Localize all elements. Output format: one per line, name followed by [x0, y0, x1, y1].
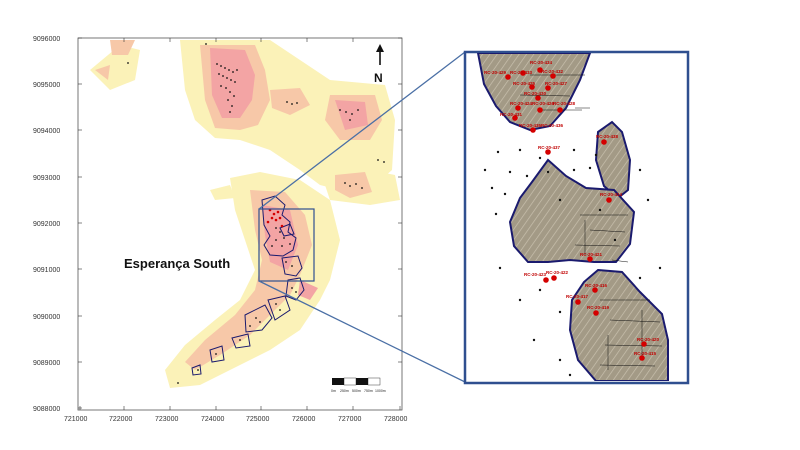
- inset-map: RC-20-434 RC-20-429 RC-20-433 RC-20-432 …: [463, 50, 690, 385]
- y-tick-3: 9093000: [33, 175, 60, 182]
- scale-label-2: 500m: [352, 389, 361, 393]
- x-tick-0: 721000: [64, 416, 87, 423]
- north-label: N: [374, 71, 383, 85]
- inset-collars-2020: [505, 67, 647, 361]
- x-tick-6: 727000: [338, 416, 361, 423]
- map-title: Esperança South: [124, 256, 230, 271]
- hole-label: RC-20-432: [541, 69, 564, 74]
- y-tick-8: 9088000: [33, 406, 60, 413]
- y-tick-4: 9092000: [33, 221, 60, 228]
- y-tick-5: 9091000: [33, 267, 60, 274]
- hole-label: RC-20-435: [519, 123, 542, 128]
- x-tick-3: 724000: [201, 416, 224, 423]
- y-tick-6: 9090000: [33, 314, 60, 321]
- hole-label: RC-20-421: [580, 252, 603, 257]
- inset-hole-labels: RC-20-434 RC-20-429 RC-20-433 RC-20-432 …: [484, 60, 660, 356]
- inset-extent-box: [258, 208, 315, 282]
- inset-collars: [483, 148, 662, 377]
- x-tick-7: 728000: [384, 416, 407, 423]
- hole-label: RC-20-431: [500, 112, 523, 117]
- x-tick-2: 723000: [155, 416, 178, 423]
- hole-label: RC-20-429: [484, 70, 507, 75]
- hole-label: RC-20-437: [538, 145, 561, 150]
- x-tick-4: 725000: [246, 416, 269, 423]
- scale-label-3: 750m: [364, 389, 373, 393]
- scale-label-0: 0m: [331, 389, 336, 393]
- north-arrow: N: [374, 44, 384, 85]
- hole-label: RC-20-419: [587, 305, 610, 310]
- y-tick-7: 9089000: [33, 360, 60, 367]
- hole-label: RC-20-417: [566, 294, 589, 299]
- hole-label: RC-20-430: [524, 91, 547, 96]
- hole-label: RC-20-424: [510, 101, 533, 106]
- hole-label: RC-20-434: [530, 60, 553, 65]
- hole-label: RC-20-414: [600, 192, 623, 197]
- x-tick-5: 726000: [292, 416, 315, 423]
- pit-outlines: [191, 195, 305, 376]
- inset-connectors: [258, 51, 466, 383]
- y-tick-1: 9095000: [33, 82, 60, 89]
- hole-label: RC-20-422: [546, 270, 569, 275]
- hole-label: RC-20-426: [532, 101, 555, 106]
- x-axis: 721000 722000 723000 724000 725000 72600…: [64, 38, 407, 423]
- hole-label: RC-20-420: [637, 337, 660, 342]
- grade-heatmap: [90, 40, 400, 388]
- hole-label: RC-20-427: [545, 81, 568, 86]
- y-tick-0: 9096000: [33, 36, 60, 43]
- y-axis: 9096000 9095000 9094000 9093000 9092000 …: [33, 36, 402, 413]
- hole-label: RC-20-416: [585, 283, 608, 288]
- hole-label: RC-20-436: [541, 123, 564, 128]
- scale-bar: 0m 250m 500m 750m 1000m: [331, 377, 386, 393]
- drill-collars: [127, 43, 385, 384]
- hole-label: RC-20-423: [524, 272, 547, 277]
- x-tick-1: 722000: [109, 416, 132, 423]
- hole-label: RC-20-438: [596, 134, 619, 139]
- hole-label: RC-20-428: [553, 101, 576, 106]
- main-map: Esperança South N 0m 250m 500m 750m 1000…: [33, 36, 407, 423]
- hole-label: RC-20-433: [510, 70, 533, 75]
- hole-label: RC-20-425: [513, 81, 536, 86]
- hole-label: RC-20-415: [634, 351, 657, 356]
- scale-label-1: 250m: [340, 389, 349, 393]
- scale-label-4: 1000m: [375, 389, 386, 393]
- y-tick-2: 9094000: [33, 128, 60, 135]
